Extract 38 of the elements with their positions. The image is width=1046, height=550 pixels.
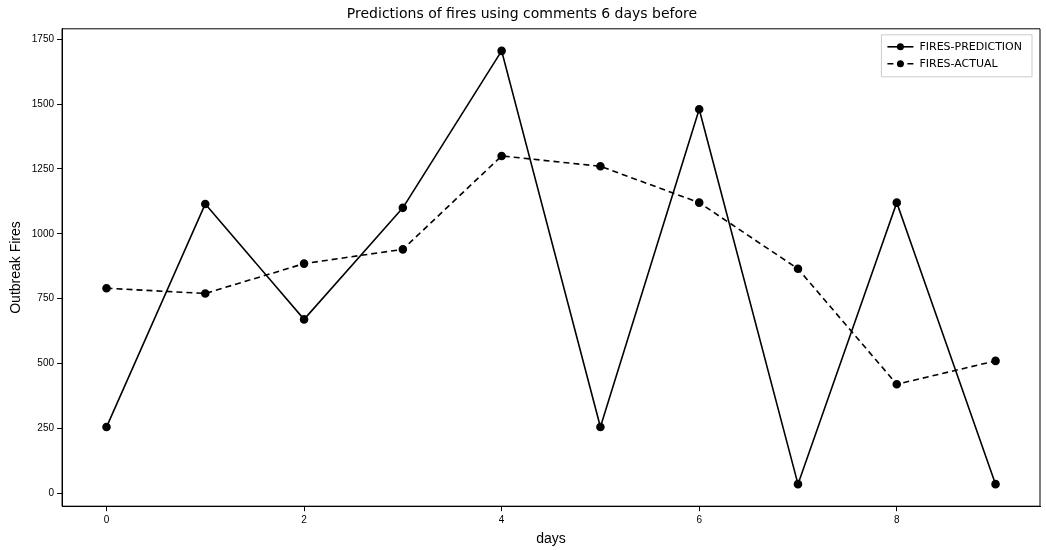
legend-label: FIRES-PREDICTION bbox=[919, 39, 1023, 53]
point bbox=[299, 315, 309, 324]
x-axis-title: days bbox=[536, 530, 566, 547]
point bbox=[694, 104, 704, 114]
point bbox=[102, 422, 111, 432]
point bbox=[892, 379, 902, 389]
point bbox=[892, 198, 902, 207]
point bbox=[991, 479, 1000, 489]
x-tick-label: 6 bbox=[696, 513, 703, 525]
y-tick-label: 1000 bbox=[31, 227, 55, 239]
point bbox=[497, 151, 506, 161]
point bbox=[200, 289, 210, 298]
point bbox=[398, 245, 408, 254]
point bbox=[596, 162, 605, 171]
point bbox=[497, 46, 506, 56]
x-tick-label: 2 bbox=[301, 513, 308, 525]
chart-title: Predictions of fires using comments 6 days before bbox=[346, 5, 698, 22]
x-tick-label: 8 bbox=[893, 513, 900, 525]
y-tick-label: 0 bbox=[48, 486, 55, 498]
point bbox=[596, 422, 605, 432]
point bbox=[102, 283, 111, 293]
y-tick-label: 1750 bbox=[31, 32, 55, 44]
point bbox=[793, 479, 803, 489]
x-tick-label: 0 bbox=[103, 513, 110, 525]
y-axis-title: Outbreak Fires bbox=[7, 221, 24, 314]
point bbox=[694, 198, 704, 207]
point bbox=[398, 203, 408, 213]
y-tick-label: 250 bbox=[37, 422, 55, 434]
y-tick-label: 1250 bbox=[31, 162, 55, 174]
point bbox=[200, 199, 210, 209]
y-tick-label: 1500 bbox=[31, 97, 55, 109]
legend-label: FIRES-ACTUAL bbox=[919, 56, 999, 70]
x-tick-label: 4 bbox=[498, 513, 505, 525]
point bbox=[991, 356, 1000, 366]
y-tick-label: 500 bbox=[37, 357, 55, 369]
point bbox=[299, 259, 309, 268]
y-tick-label: 750 bbox=[37, 292, 55, 304]
point bbox=[793, 264, 803, 274]
